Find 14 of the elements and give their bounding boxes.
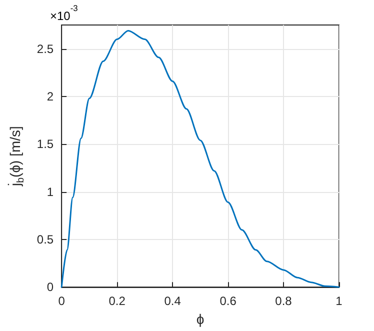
x-tick-label: 0.4 [164,294,182,308]
y-tick-label: 2 [46,89,54,104]
x-tick-label: 0 [58,294,66,308]
x-tick-label: 0.6 [220,294,237,308]
y-tick-label: 2.5 [36,42,54,56]
y-axis-title: ȷ̇b(ϕ) [m/s] [7,126,26,188]
y-tick-label: 1.5 [36,137,54,152]
x-axis-title: ϕ [196,311,204,327]
x-tick-label: 0.8 [275,294,292,308]
x-tick-label: 1 [336,294,343,308]
y-tick-label: 1 [46,184,54,199]
y-tick-label: 0 [46,280,54,294]
x-tick-label: 0.2 [108,294,126,308]
y-tick-label: 0.5 [36,232,54,246]
